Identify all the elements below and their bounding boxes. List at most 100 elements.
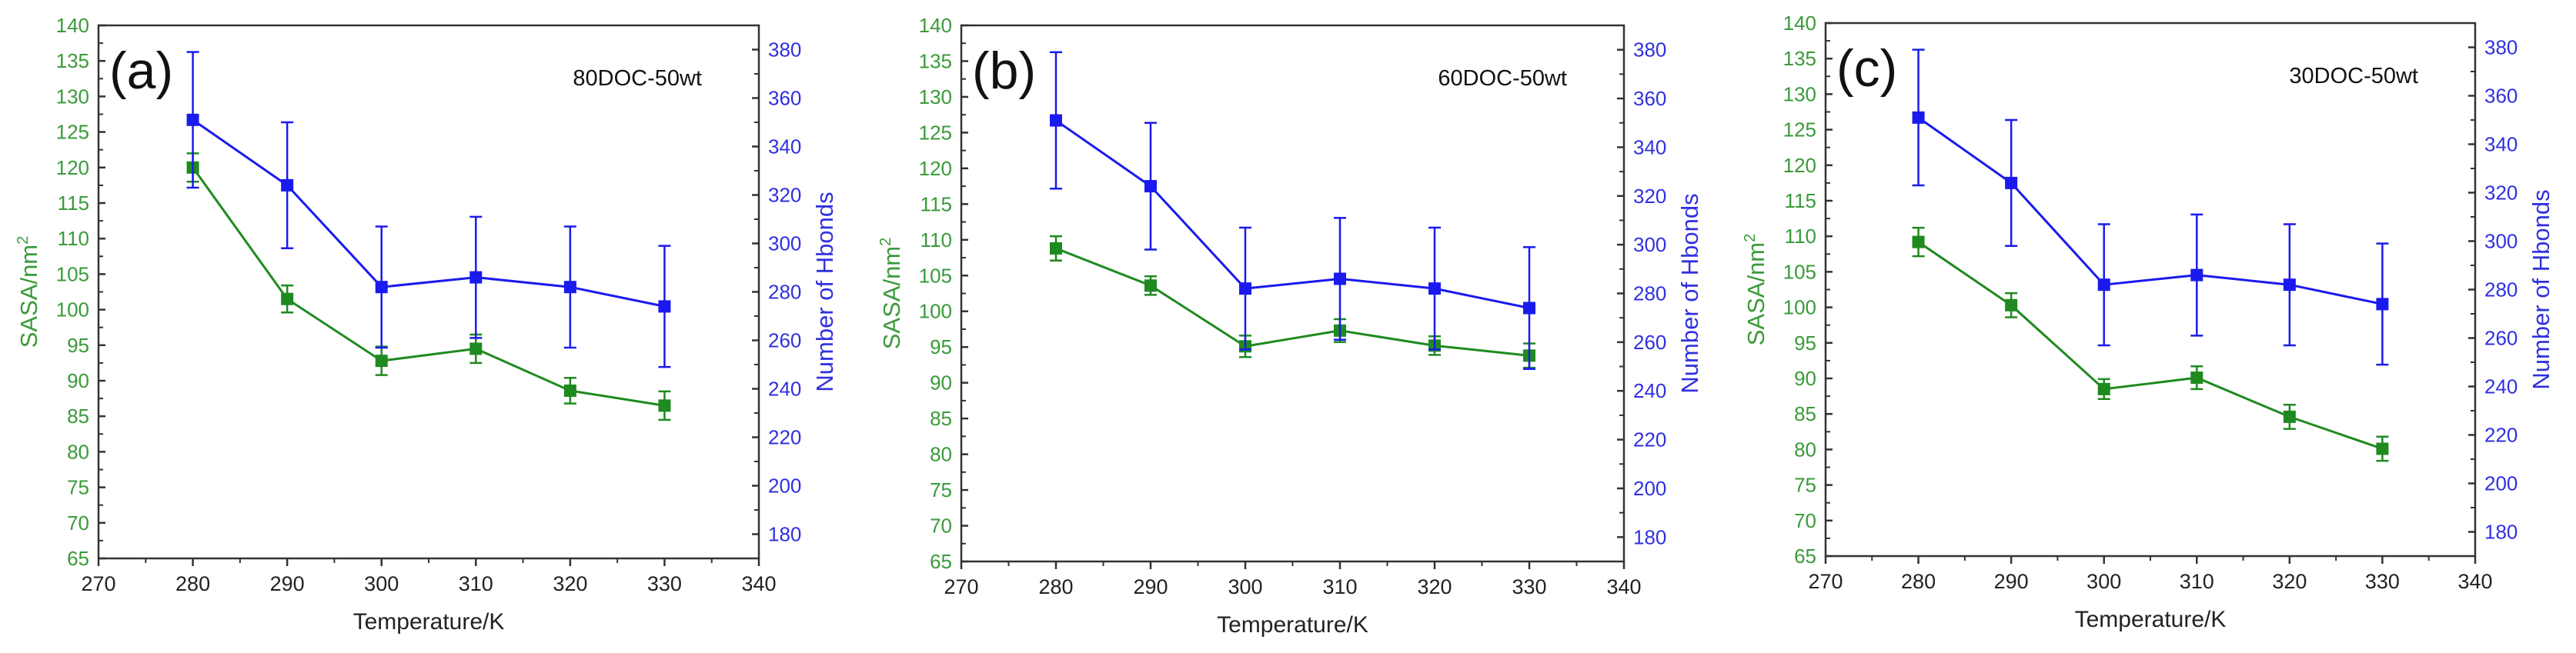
x-tick-label: 270	[944, 575, 978, 598]
data-point	[375, 281, 388, 294]
x-tick-label: 290	[1133, 575, 1168, 598]
chart-panel-a: 270 280 290 300 310 320 330 340 65 70 75 80 85 90 95 10…	[15, 14, 838, 635]
data-point	[2283, 410, 2296, 423]
data-point	[2097, 382, 2110, 395]
x-tick-label: 300	[1228, 575, 1262, 598]
y-left-axis-title-text: SASA/nm	[15, 245, 42, 348]
y-left-axis-title-sup: 2	[15, 236, 32, 245]
y-left-tick-label: 90	[1794, 367, 1816, 390]
y-left-axis-title: SASA/nm2	[877, 238, 905, 350]
y-left-tick-label: 130	[56, 85, 89, 108]
y-right-tick-label: 260	[768, 329, 801, 352]
y-right-tick-label: 240	[1633, 379, 1666, 402]
data-point	[2190, 268, 2203, 282]
data-point	[658, 399, 671, 412]
y-right-tick-label: 300	[2484, 230, 2518, 253]
series-hbonds	[186, 51, 671, 368]
series-line	[1917, 241, 2383, 450]
y-left-tick-label: 125	[919, 121, 952, 144]
x-tick-label: 300	[364, 572, 399, 595]
x-tick-label: 280	[175, 572, 210, 595]
y-right-tick-label: 340	[1633, 135, 1666, 158]
y-left-axis-title-text: SASA/nm	[878, 246, 905, 349]
plot-frame	[97, 24, 760, 560]
x-tick-label: 280	[1038, 575, 1073, 598]
y-right-tick-label: 180	[2484, 521, 2518, 544]
y-left-axis-title-sup: 2	[877, 238, 894, 246]
series-sasa	[1050, 235, 1535, 369]
y-left-tick-label: 85	[67, 405, 89, 428]
x-tick-label: 320	[553, 572, 587, 595]
y-right-tick-label: 200	[768, 475, 801, 498]
y-left-tick-label: 120	[56, 156, 89, 179]
y-left-tick-label: 130	[1783, 82, 1816, 105]
y-right-tick-label: 360	[768, 87, 801, 110]
x-axis-title: Temperature/K	[353, 609, 505, 635]
data-point	[563, 384, 576, 397]
y-left-tick-label: 105	[56, 262, 89, 285]
y-left-tick-label: 135	[56, 49, 89, 72]
y-left-tick-label: 75	[930, 478, 952, 501]
data-point	[1050, 114, 1062, 127]
data-point	[2005, 298, 2018, 312]
y-right-tick-label: 220	[768, 426, 801, 449]
data-point	[375, 355, 388, 368]
y-left-tick-label: 75	[67, 476, 89, 499]
y-left-tick-label: 100	[1783, 296, 1816, 319]
series-line	[1055, 247, 1530, 357]
x-tick-label: 290	[1994, 570, 2029, 593]
y-left-tick-label: 115	[58, 192, 89, 215]
y-left-tick-label: 95	[930, 335, 952, 358]
y-left-tick-label: 85	[930, 407, 952, 430]
y-left-axis-title-sup: 2	[1742, 234, 1759, 242]
y-right-axis-title: Number of Hbonds	[811, 192, 838, 391]
y-right-tick-label: 300	[1633, 233, 1666, 256]
data-point	[563, 281, 576, 294]
data-point	[2097, 278, 2110, 292]
y-left-tick-label: 65	[1794, 545, 1816, 568]
series-line	[1917, 116, 2383, 305]
plot-frame	[960, 24, 1625, 563]
y-right-tick-label: 200	[1633, 477, 1666, 500]
series-hbonds	[1912, 48, 2389, 366]
panel-annotation: 30DOC-50wt	[2289, 64, 2418, 88]
y-left-tick-label: 80	[67, 440, 89, 463]
y-right-axis-title: Number of Hbonds	[1676, 193, 1703, 393]
y-left-tick-label: 70	[67, 511, 89, 535]
data-point	[2005, 176, 2018, 189]
y-left-tick-label: 65	[930, 550, 952, 573]
data-point	[2376, 298, 2389, 311]
y-left-tick-label: 80	[930, 443, 952, 466]
x-tick-label: 310	[459, 572, 493, 595]
y-left-tick-label: 100	[56, 298, 89, 322]
x-tick-label: 330	[647, 572, 682, 595]
y-left-tick-label: 115	[1785, 189, 1816, 212]
data-point	[469, 271, 483, 284]
y-left-tick-label: 130	[919, 85, 952, 108]
chart-panel-b: 270 280 290 300 310 320 330 340 65 70 75 80 85 90 95 10…	[877, 14, 1703, 638]
y-left-tick-label: 110	[1785, 225, 1816, 248]
panel-label: (b)	[972, 42, 1036, 100]
y-left-tick-label: 80	[1794, 438, 1816, 461]
y-right-tick-label: 240	[768, 378, 801, 401]
y-right-tick-label: 340	[2484, 133, 2518, 156]
y-left-tick-label: 120	[919, 157, 952, 180]
y-right-tick-label: 280	[1633, 282, 1666, 305]
y-left-tick-label: 125	[1783, 118, 1816, 142]
series-sasa	[1912, 226, 2389, 462]
y-left-tick-label: 95	[67, 334, 89, 357]
data-point	[2376, 442, 2389, 455]
data-point	[1144, 279, 1157, 292]
y-left-tick-label: 140	[919, 14, 952, 37]
x-tick-label: 270	[1808, 570, 1843, 593]
y-right-tick-label: 300	[768, 232, 801, 255]
y-right-tick-label: 380	[768, 38, 801, 62]
y-left-tick-label: 110	[920, 228, 952, 252]
y-right-tick-label: 200	[2484, 472, 2518, 495]
y-left-tick-label: 140	[1783, 12, 1816, 35]
y-left-tick-label: 140	[56, 14, 89, 37]
y-right-axis-title: Number of Hbonds	[2528, 189, 2554, 389]
y-left-tick-label: 110	[58, 227, 89, 250]
data-point	[1912, 235, 1925, 248]
y-right-tick-label: 320	[1633, 185, 1666, 208]
